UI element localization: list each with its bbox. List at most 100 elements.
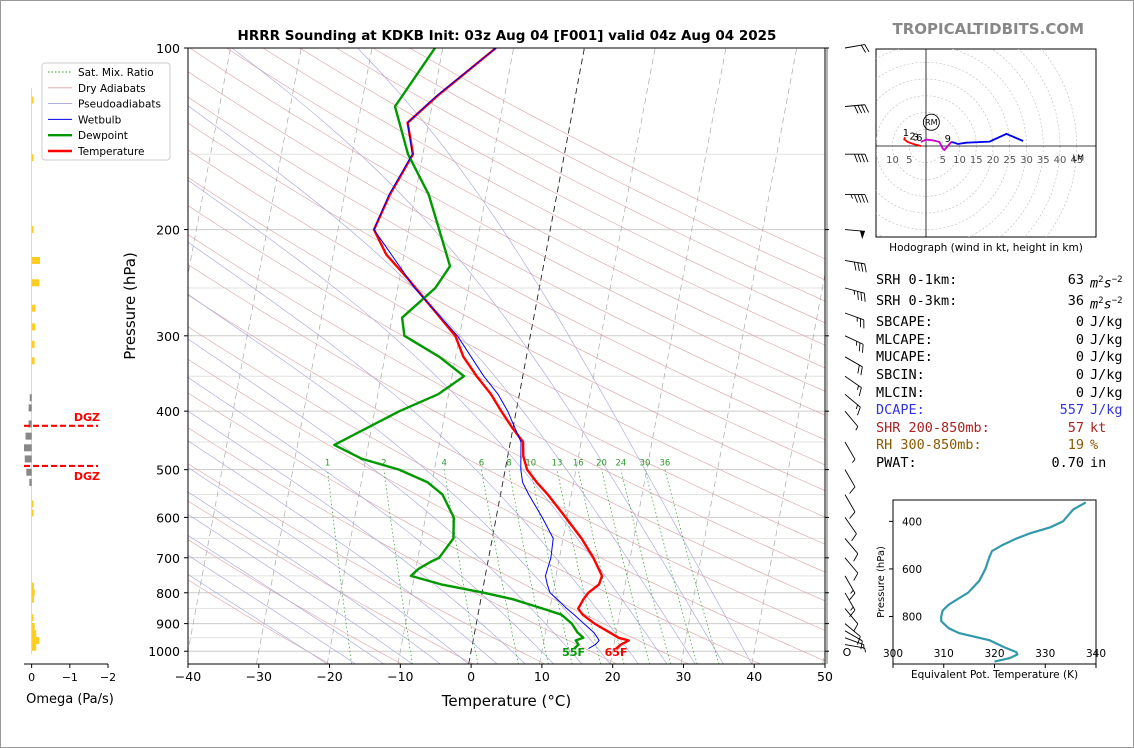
theta-e-x-tick-label: 340 (1086, 648, 1106, 660)
barb-half (864, 647, 866, 653)
dry-adiabat (226, 48, 825, 369)
rm-marker (922, 113, 940, 131)
param-row: SBCIN: 0 J/kg (876, 367, 1123, 385)
omega-bar (31, 340, 35, 348)
omega-bar (31, 509, 34, 517)
barb-flag (859, 230, 865, 240)
barb-staff (844, 356, 863, 368)
series-line-dewpoint (333, 48, 585, 650)
param-unit: m2s−2 (1090, 275, 1123, 292)
param-value: 63 (1067, 272, 1084, 288)
pseudoadiabat (188, 293, 611, 664)
barb-staff (844, 557, 859, 574)
param-name: SBCAPE: (876, 314, 933, 331)
param-name: MLCAPE: (876, 331, 933, 348)
isotherm (397, 48, 514, 664)
dry-adiabat (188, 392, 689, 664)
mixing-ratio-line (508, 469, 549, 664)
param-row: RH 300-850mb: 19% (876, 437, 1123, 455)
mixing-ratio-line (644, 469, 698, 664)
barb-full (857, 262, 860, 272)
omega-bar (28, 420, 32, 428)
omega-bar (26, 468, 32, 476)
mixing-ratio-line (664, 469, 720, 664)
mixing-ratio-line (601, 469, 650, 664)
y-tick-label: 100 (156, 41, 180, 56)
barb-half (857, 385, 859, 390)
barb-staff (844, 575, 856, 594)
barb-full (853, 553, 859, 562)
x-tick-label: −30 (246, 669, 272, 684)
omega-bar (31, 304, 36, 312)
dry-adiabat (188, 177, 825, 518)
pseudoadiabat (188, 440, 498, 664)
pseudoadiabat (188, 554, 356, 664)
isotherm (326, 48, 444, 664)
param-value: 36 (1067, 293, 1084, 310)
pseudoadiabat (188, 491, 441, 664)
param-value: 19 (1067, 437, 1084, 454)
wind-barb (844, 644, 866, 653)
param-value: 0 (1075, 331, 1084, 348)
barb-full (860, 263, 864, 272)
mixing-ratio-label: 16 (573, 459, 584, 469)
dry-adiabat (262, 48, 825, 346)
barb-full (860, 318, 862, 328)
x-tick-label: −20 (316, 669, 342, 684)
chart-title: HRRR Sounding at KDKB Init: 03z Aug 04 [… (238, 28, 777, 44)
barb-full (849, 511, 856, 519)
omega-tick-label: −2 (100, 671, 116, 684)
omega-bar (31, 500, 34, 508)
y-tick-label: 500 (156, 463, 180, 478)
omega-bar (28, 404, 32, 412)
dry-adiabat (188, 122, 825, 466)
barb-full (857, 291, 859, 300)
isotherm (256, 48, 373, 664)
omega-axis-label: Omega (Pa/s) (26, 692, 114, 707)
dry-adiabat (188, 96, 825, 441)
parameters-table: SRH 0-1km: 63 m2s−2 SRH 0-3km: 36 m2s−2 SBCAPE… (876, 272, 1123, 473)
param-unit: J/kg (1090, 331, 1123, 348)
barb-full (861, 104, 866, 113)
param-name: DCAPE: (876, 402, 925, 419)
pseudoadiabat (188, 534, 384, 664)
barb-full (857, 154, 862, 163)
param-unit: J/kg (1090, 366, 1123, 383)
barb-full (853, 261, 857, 271)
barb-full (864, 154, 869, 163)
barb-staff (844, 623, 861, 637)
watermark: TROPICALTIDBITS.COM (892, 20, 1085, 38)
param-unit: % (1090, 437, 1099, 454)
dry-adiabat (188, 463, 546, 664)
barb-staff (844, 538, 859, 555)
pseudoadiabat (357, 48, 753, 664)
param-unit: J/kg (1090, 349, 1123, 366)
pseudoadiabat (188, 467, 469, 664)
barb-full (864, 44, 870, 53)
hodograph-ring-label: 20 (987, 155, 1000, 166)
y-tick-label: 200 (156, 223, 180, 238)
param-value: 57 (1067, 419, 1084, 436)
param-unit: J/kg (1090, 314, 1123, 331)
barb-staff (844, 229, 865, 232)
barb-half (850, 606, 854, 611)
hodograph-height-label: 2 (909, 131, 915, 142)
barb-staff (844, 494, 856, 513)
wind-barb (844, 104, 870, 114)
series-line-temperature (372, 48, 630, 650)
barb-full (864, 263, 867, 273)
param-value: 0.70 (1051, 454, 1084, 471)
omega-bar (31, 589, 35, 597)
wind-barbs: O (826, 44, 870, 664)
wind-barb (845, 194, 869, 203)
skewt-axes: −40 −30 −20 −10 0 10 20 30 40 50 100 200 300 400 500 60… (41, 41, 833, 710)
barb-staff (844, 517, 857, 535)
isotherm (609, 48, 727, 664)
dry-adiabat (188, 539, 402, 664)
param-row: SHR 200-850mb: 57 kt (876, 420, 1123, 438)
mixing-ratio-label: 13 (552, 459, 563, 469)
barb-half (850, 194, 853, 199)
barb-full (860, 366, 863, 376)
omega-panel: 0 −1 −2 Omega (Pa/s) DGZ DGZ (24, 88, 116, 707)
y-tick-label: 1000 (148, 644, 180, 659)
